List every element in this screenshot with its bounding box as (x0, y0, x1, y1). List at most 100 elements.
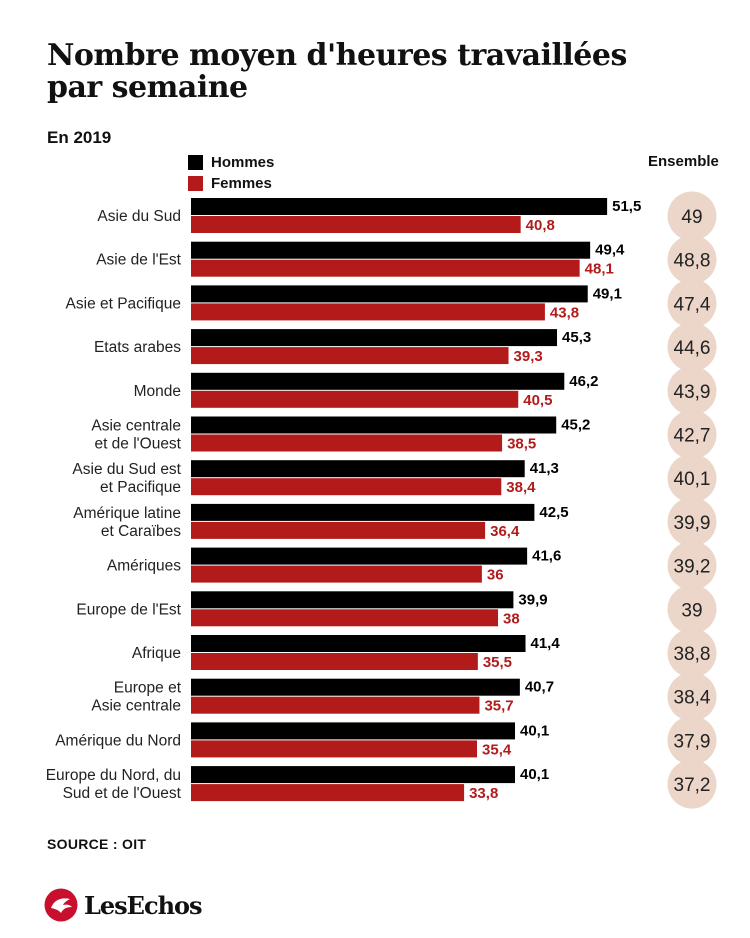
bar-hommes (191, 503, 535, 521)
value-label-hommes: 45,2 (561, 417, 590, 434)
category-label: Asie et Pacifique (66, 295, 181, 312)
bar-femmes (191, 653, 478, 670)
ensemble-value: 39,9 (674, 513, 711, 534)
legend: Hommes Femmes (188, 152, 274, 194)
value-label-hommes: 41,3 (530, 460, 559, 477)
bar-hommes (191, 591, 514, 609)
category-label-line: et Caraïbes (101, 523, 181, 540)
ensemble-circle (667, 453, 717, 503)
category-label: Asie du Sud est et Pacifique (72, 461, 181, 496)
logo-text: LesEchos (84, 890, 203, 920)
ensemble-value: 44,6 (674, 338, 711, 359)
ensemble-circle (667, 366, 717, 416)
category-label-line: Europe et (114, 680, 182, 697)
category-label-line: Asie centrale (91, 698, 181, 715)
logo: LesEchos (44, 888, 203, 922)
bar-femmes (191, 565, 482, 583)
category-label: Europe de l'Est (76, 601, 181, 618)
bar-femmes (191, 303, 545, 321)
value-label-femmes: 35,5 (483, 654, 512, 671)
value-label-femmes: 39,3 (514, 348, 543, 365)
value-label-hommes: 39,9 (518, 591, 547, 608)
value-label-hommes: 40,7 (525, 679, 554, 696)
bar-hommes (191, 766, 516, 784)
ensemble-value: 40,1 (674, 469, 711, 490)
value-label-hommes: 41,6 (532, 548, 561, 565)
ensemble-value: 38,8 (674, 644, 711, 665)
ensemble-value: 43,9 (674, 382, 711, 403)
value-label-femmes: 36 (487, 567, 504, 584)
value-label-hommes: 51,5 (612, 198, 641, 215)
ensemble-circle (667, 541, 717, 591)
ensemble-value: 48,8 (674, 251, 711, 272)
bar-chart: 51,5 40,8 Asie du Sud 49 49,4 48,1 Asie de l'E… (46, 191, 717, 809)
value-label-femmes: 33,8 (469, 785, 498, 802)
category-label-line: et de l'Ouest (94, 436, 181, 453)
source-note: SOURCE : OIT (47, 836, 147, 852)
bar-femmes (191, 216, 521, 233)
bar-femmes (191, 390, 519, 408)
ensemble-value: 39,2 (674, 557, 711, 578)
legend-swatch-hommes (188, 155, 203, 170)
value-label-hommes: 49,4 (595, 242, 625, 259)
legend-item-hommes: Hommes (188, 152, 274, 173)
ensemble-circle (667, 672, 717, 722)
legend-item-femmes: Femmes (188, 173, 274, 194)
category-label-line: Amérique latine (73, 505, 181, 522)
bar-femmes (191, 478, 502, 496)
category-label: Afrique (132, 645, 181, 662)
category-label: Asie du Sud (97, 208, 181, 225)
category-label-line: Europe du Nord, du (46, 767, 181, 784)
value-label-femmes: 43,8 (550, 304, 579, 321)
value-label-femmes: 35,7 (484, 698, 513, 715)
ensemble-value: 37,9 (674, 731, 711, 752)
ensemble-circle (667, 628, 717, 678)
value-label-hommes: 40,1 (520, 766, 549, 783)
legend-label-hommes: Hommes (211, 154, 275, 171)
bar-femmes (191, 696, 480, 714)
value-label-femmes: 38,4 (506, 479, 536, 496)
category-label: Europe et Asie centrale (91, 680, 181, 715)
bar-femmes (191, 784, 465, 802)
category-label: Amériques (107, 558, 181, 575)
ensemble-circle (667, 584, 717, 634)
category-label-line: Etats arabes (94, 339, 181, 356)
category-label: Amérique du Nord (55, 732, 181, 749)
bar-hommes (191, 416, 557, 434)
ensemble-header: Ensemble (648, 153, 719, 170)
bar-hommes (191, 372, 565, 390)
ensemble-circle (667, 278, 717, 328)
les-echos-logo-icon (44, 888, 78, 922)
category-label-line: et Pacifique (100, 479, 181, 496)
ensemble-value: 39 (681, 600, 702, 621)
value-label-femmes: 40,8 (526, 217, 555, 234)
ensemble-circle (667, 410, 717, 459)
value-label-hommes: 46,2 (569, 373, 598, 390)
category-label: Amérique latine et Caraïbes (73, 505, 181, 540)
chart-subtitle: En 2019 (47, 128, 112, 147)
category-label-line: Amérique du Nord (55, 732, 181, 749)
value-label-hommes: 40,1 (520, 722, 549, 739)
value-label-femmes: 40,5 (523, 392, 552, 409)
bar-femmes (191, 434, 503, 452)
value-label-femmes: 36,4 (490, 523, 520, 540)
category-label-line: Asie et Pacifique (66, 295, 181, 312)
category-label-line: Asie du Sud (97, 208, 181, 225)
bar-hommes (191, 285, 588, 303)
category-label-line: Asie centrale (91, 418, 181, 435)
value-label-hommes: 42,5 (539, 504, 568, 521)
category-label: Asie de l'Est (96, 252, 181, 269)
bar-hommes (191, 329, 558, 347)
ensemble-value: 49 (681, 207, 702, 228)
bar-hommes (191, 460, 525, 478)
category-label-line: Monde (134, 383, 181, 400)
bar-hommes (191, 635, 526, 652)
category-label: Europe du Nord, du Sud et de l'Ouest (46, 767, 182, 802)
ensemble-circle (667, 191, 717, 241)
ensemble-value: 47,4 (674, 294, 711, 315)
category-label: Etats arabes (94, 339, 181, 356)
value-label-hommes: 41,4 (531, 635, 561, 652)
category-label-line: Europe de l'Est (76, 601, 181, 618)
legend-label-femmes: Femmes (211, 175, 272, 192)
ensemble-value: 42,7 (674, 426, 711, 447)
